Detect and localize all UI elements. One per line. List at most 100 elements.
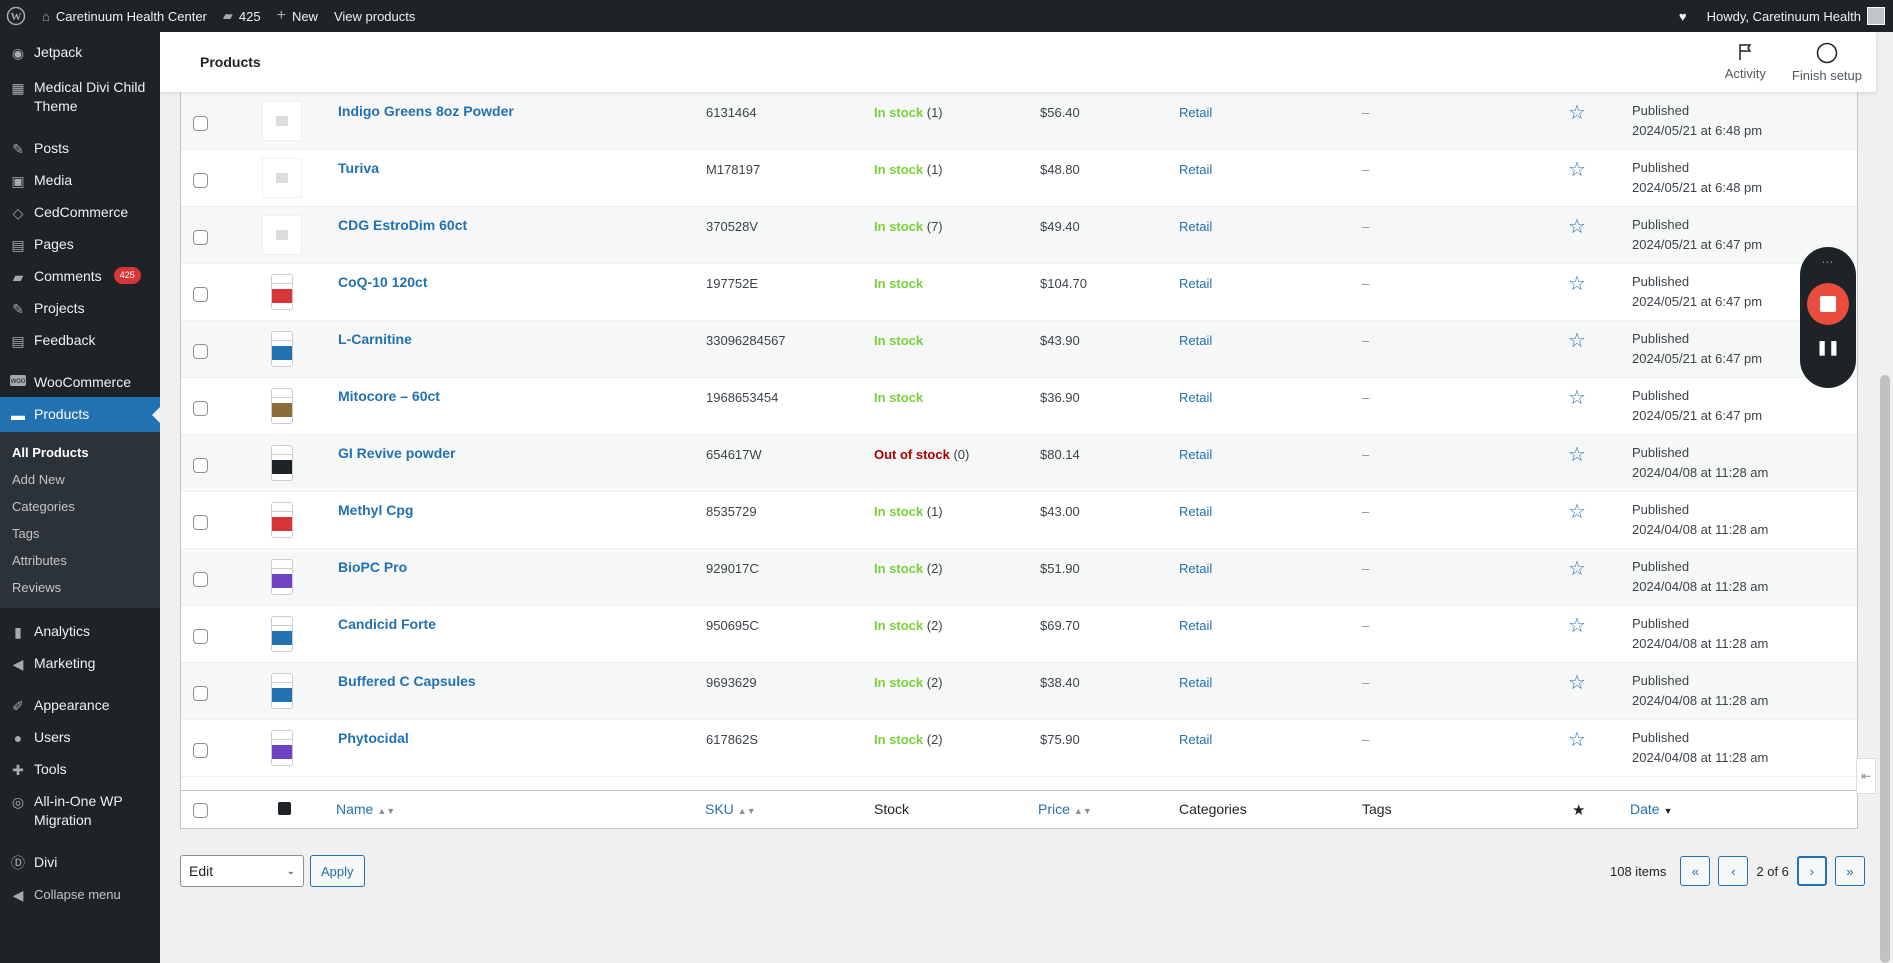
column-sku[interactable]: SKU ▲▼	[705, 801, 756, 817]
placeholder-image-icon[interactable]	[262, 215, 302, 255]
menu-tools[interactable]: ✚ Tools	[0, 752, 160, 787]
menu-analytics[interactable]: ▮ Analytics	[0, 614, 160, 649]
product-name-link[interactable]: Indigo Greens 8oz Powder	[338, 103, 514, 119]
product-thumbnail[interactable]	[262, 443, 302, 483]
menu-products[interactable]: ▬ Products	[0, 397, 160, 432]
product-thumbnail[interactable]	[262, 272, 302, 312]
wordpress-logo-icon[interactable]: W	[0, 0, 34, 32]
category-link[interactable]: Retail	[1179, 561, 1213, 576]
row-checkbox[interactable]	[193, 287, 208, 302]
menu-aio-migration[interactable]: ◎ All-in-One WP Migration	[0, 784, 160, 838]
scrollbar-thumb[interactable]	[1880, 375, 1890, 963]
collapse-menu-button[interactable]: ◀ Collapse menu	[0, 877, 160, 912]
bulk-action-select[interactable]: Edit ⌄	[180, 855, 304, 887]
category-link[interactable]: Retail	[1179, 390, 1213, 405]
featured-star-icon[interactable]: ☆	[1568, 102, 1586, 124]
column-date[interactable]: Date ▼	[1630, 801, 1673, 817]
submenu-add-new[interactable]: Add New	[12, 472, 65, 487]
menu-jetpack[interactable]: ◉ Jetpack	[0, 32, 160, 70]
row-checkbox[interactable]	[193, 572, 208, 587]
featured-star-icon[interactable]: ☆	[1568, 159, 1586, 181]
category-link[interactable]: Retail	[1179, 618, 1213, 633]
comments-link[interactable]: ▰ 425	[215, 0, 269, 32]
menu-appearance[interactable]: ✐ Appearance	[0, 688, 160, 723]
featured-star-icon[interactable]: ☆	[1568, 729, 1586, 751]
select-all-checkbox[interactable]	[193, 803, 208, 818]
category-link[interactable]: Retail	[1179, 732, 1213, 747]
first-page-button[interactable]: «	[1680, 856, 1711, 886]
side-panel-toggle-icon[interactable]: ⇤	[1856, 758, 1876, 794]
featured-star-icon[interactable]: ☆	[1568, 558, 1586, 580]
featured-star-icon[interactable]: ☆	[1568, 672, 1586, 694]
product-name-link[interactable]: Phytocidal	[338, 730, 409, 746]
product-thumbnail[interactable]	[262, 671, 302, 711]
finish-setup-button[interactable]: Finish setup	[1792, 42, 1862, 83]
product-name-link[interactable]: Buffered C Capsules	[338, 673, 476, 689]
product-thumbnail[interactable]	[262, 614, 302, 654]
submenu-attributes[interactable]: Attributes	[12, 553, 67, 568]
row-checkbox[interactable]	[193, 629, 208, 644]
category-link[interactable]: Retail	[1179, 504, 1213, 519]
product-name-link[interactable]: CoQ-10 120ct	[338, 274, 428, 290]
featured-star-icon[interactable]: ☆	[1568, 501, 1586, 523]
submenu-reviews[interactable]: Reviews	[12, 580, 62, 595]
product-name-link[interactable]: Methyl Cpg	[338, 502, 414, 518]
product-name-link[interactable]: GI Revive powder	[338, 445, 456, 461]
menu-woocommerce[interactable]: woo WooCommerce	[0, 365, 160, 400]
placeholder-image-icon[interactable]	[262, 101, 302, 141]
category-link[interactable]: Retail	[1179, 276, 1213, 291]
category-link[interactable]: Retail	[1179, 333, 1213, 348]
row-checkbox[interactable]	[193, 515, 208, 530]
column-price[interactable]: Price ▲▼	[1038, 801, 1092, 817]
menu-users[interactable]: ● Users	[0, 720, 160, 755]
menu-posts[interactable]: ✎ Posts	[0, 131, 160, 166]
product-thumbnail[interactable]	[262, 500, 302, 540]
product-thumbnail[interactable]	[262, 557, 302, 597]
category-link[interactable]: Retail	[1179, 219, 1213, 234]
submenu-categories[interactable]: Categories	[12, 499, 75, 514]
featured-star-icon[interactable]: ☆	[1568, 216, 1586, 238]
row-checkbox[interactable]	[193, 116, 208, 131]
account-menu[interactable]: ♥ Howdy, Caretinuum Health	[1671, 0, 1893, 32]
featured-star-icon[interactable]: ☆	[1568, 387, 1586, 409]
product-name-link[interactable]: L-Carnitine	[338, 331, 412, 347]
product-thumbnail[interactable]	[262, 728, 302, 768]
row-checkbox[interactable]	[193, 173, 208, 188]
last-page-button[interactable]: »	[1834, 856, 1865, 886]
featured-star-icon[interactable]: ☆	[1568, 444, 1586, 466]
submenu-tags[interactable]: Tags	[12, 526, 40, 541]
activity-button[interactable]: Activity	[1725, 42, 1766, 83]
next-page-button[interactable]: ›	[1796, 856, 1827, 886]
menu-marketing[interactable]: ◀ Marketing	[0, 646, 160, 681]
pause-button[interactable]: ❚❚	[1816, 339, 1840, 355]
prev-page-button[interactable]: ‹	[1718, 856, 1749, 886]
product-thumbnail[interactable]	[262, 329, 302, 369]
product-name-link[interactable]: Mitocore – 60ct	[338, 388, 440, 404]
product-name-link[interactable]: Candicid Forte	[338, 616, 437, 632]
menu-pages[interactable]: ▤ Pages	[0, 227, 160, 262]
new-content-link[interactable]: + New	[269, 0, 326, 32]
menu-comments[interactable]: ▰ Comments 425	[0, 259, 160, 294]
drag-handle-icon[interactable]: ⋯	[1821, 255, 1835, 269]
category-link[interactable]: Retail	[1179, 105, 1213, 120]
product-name-link[interactable]: Turiva	[338, 160, 379, 176]
product-name-link[interactable]: CDG EstroDim 60ct	[338, 217, 468, 233]
menu-media[interactable]: ▣ Media	[0, 163, 160, 198]
featured-star-icon[interactable]: ☆	[1568, 273, 1586, 295]
placeholder-image-icon[interactable]	[262, 158, 302, 198]
category-link[interactable]: Retail	[1179, 162, 1213, 177]
column-name[interactable]: Name ▲▼	[336, 801, 395, 817]
site-name-link[interactable]: ⌂ Caretinuum Health Center	[34, 0, 215, 32]
product-name-link[interactable]: BioPC Pro	[338, 559, 408, 575]
view-products-link[interactable]: View products	[326, 0, 423, 32]
row-checkbox[interactable]	[193, 743, 208, 758]
featured-star-icon[interactable]: ☆	[1568, 615, 1586, 637]
menu-cedcommerce[interactable]: ◇ CedCommerce	[0, 195, 160, 230]
row-checkbox[interactable]	[193, 458, 208, 473]
category-link[interactable]: Retail	[1179, 447, 1213, 462]
notification-icon[interactable]: ♥	[1678, 8, 1687, 24]
row-checkbox[interactable]	[193, 401, 208, 416]
submenu-all-products[interactable]: All Products	[12, 445, 89, 460]
apply-button[interactable]: Apply	[310, 855, 365, 887]
stop-recording-button[interactable]	[1807, 283, 1849, 325]
